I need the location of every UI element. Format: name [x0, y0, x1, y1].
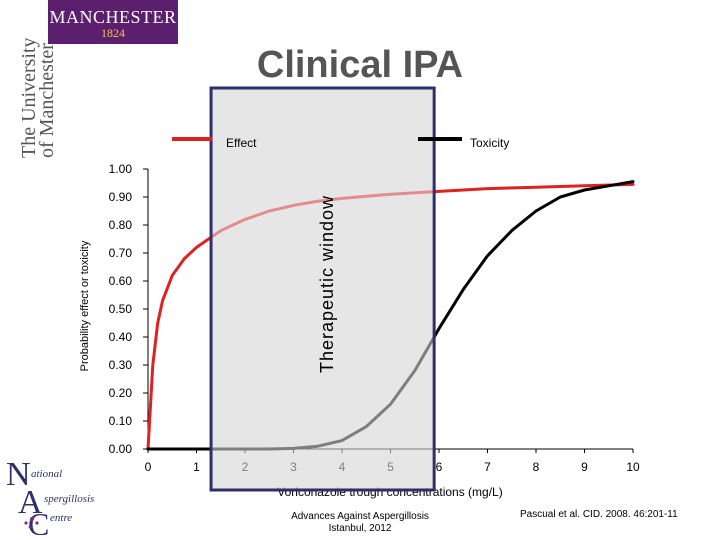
logo-name: MANCHESTER	[49, 7, 177, 27]
x-tick-label: 8	[533, 460, 540, 474]
svg-text:A: A	[18, 484, 43, 521]
national-aspergillosis-centre-logo: N A C ational spergillosis entre	[6, 456, 94, 535]
university-logo: MANCHESTER 1824	[48, 0, 178, 44]
x-tick-label: 10	[626, 460, 640, 474]
y-tick-label: 0.30	[109, 358, 133, 372]
footer-conference: Advances Against Aspergillosis Istanbul,…	[260, 511, 460, 535]
y-tick-label: 0.00	[109, 442, 133, 456]
slide-title: Clinical IPA	[256, 44, 464, 86]
therapeutic-window-overlay	[211, 88, 435, 490]
x-tick-label: 7	[484, 460, 491, 474]
logo-year: 1824	[101, 26, 125, 40]
y-tick-label: 0.10	[109, 414, 133, 428]
y-tick-label: 0.80	[109, 218, 133, 232]
y-tick-label: 0.60	[109, 274, 133, 288]
x-tick-label: 9	[581, 460, 588, 474]
legend-toxicity-label: Toxicity	[470, 136, 509, 150]
legend-effect-label: Effect	[226, 136, 257, 150]
y-tick-label: 0.50	[109, 302, 133, 316]
y-tick-label: 0.70	[109, 246, 133, 260]
y-axis-label: Probability effect or toxicity	[79, 240, 91, 371]
footer-center-line-2: Istanbul, 2012	[328, 523, 392, 534]
nac-line-2: spergillosis	[44, 493, 94, 505]
x-tick-label: 6	[436, 460, 443, 474]
footer-center-line-1: Advances Against Aspergillosis	[291, 511, 429, 522]
therapeutic-window-label: Therapeutic window	[317, 195, 337, 373]
y-tick-label: 1.00	[109, 162, 133, 176]
y-tick-label: 0.20	[109, 386, 133, 400]
x-tick-label: 1	[193, 460, 200, 474]
therapeutic-window-border	[209, 86, 436, 492]
footer-citation: Pascual et al. CID. 2008. 46:201-11	[520, 509, 678, 520]
svg-text:C: C	[28, 506, 49, 535]
y-tick-label: 0.40	[109, 330, 133, 344]
x-tick-label: 0	[145, 460, 152, 474]
nac-line-3: entre	[50, 512, 72, 524]
y-tick-label: 0.90	[109, 190, 133, 204]
svg-text:N: N	[6, 456, 31, 493]
nac-line-1: ational	[31, 468, 62, 480]
